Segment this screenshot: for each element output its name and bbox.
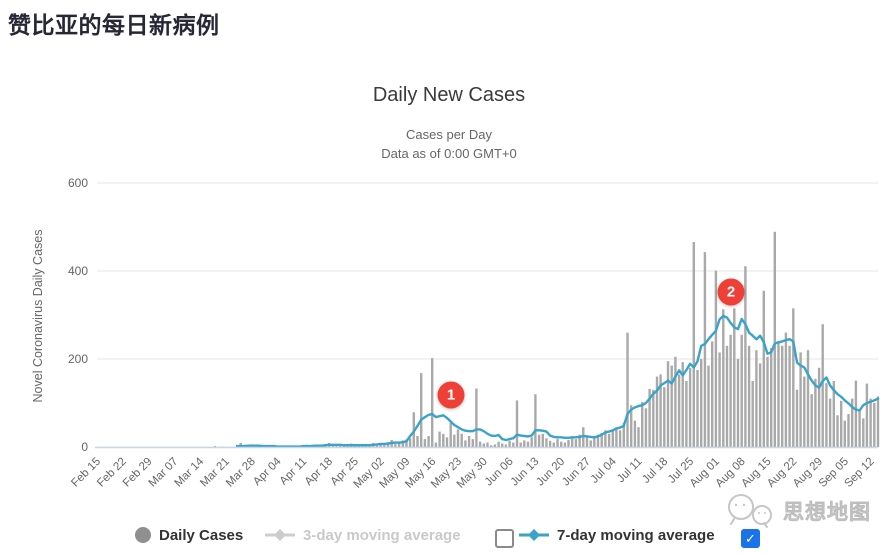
svg-text:200: 200	[68, 352, 88, 366]
svg-text:Jul 18: Jul 18	[640, 456, 670, 486]
y-axis-tick-labels: 0 200 400 600	[68, 176, 88, 454]
chart-title: Daily New Cases	[372, 84, 526, 106]
page-title: 赞比亚的每日新病例	[8, 12, 220, 38]
daily-cases-marker-icon	[135, 527, 151, 543]
svg-text:600: 600	[68, 176, 88, 190]
watermark: 思想地图	[724, 492, 871, 530]
3day-average-marker-icon	[265, 529, 295, 541]
check-icon: ✓	[745, 531, 756, 546]
annotation-marker-2: 2	[717, 278, 745, 306]
legend-item-daily-cases[interactable]: Daily Cases	[135, 524, 243, 546]
legend-item-7day-average[interactable]: 7-day moving average	[519, 524, 715, 546]
svg-text:Apr 04: Apr 04	[251, 455, 284, 488]
watermark-text: 思想地图	[783, 501, 871, 525]
svg-text:Jul 04: Jul 04	[589, 455, 620, 486]
svg-text:Apr 18: Apr 18	[303, 456, 335, 488]
svg-text:Jun 27: Jun 27	[560, 456, 593, 489]
3day-average-checkbox[interactable]: ✓	[495, 529, 514, 548]
legend-label-3day-average: 3-day moving average	[303, 526, 461, 544]
thought-map-logo-icon	[728, 494, 772, 528]
svg-text:Mar 28: Mar 28	[224, 456, 258, 490]
7day-moving-average-line	[235, 314, 880, 448]
7day-average-marker-icon	[519, 529, 549, 541]
svg-text:Jul 11: Jul 11	[615, 456, 645, 486]
svg-text:400: 400	[68, 264, 88, 278]
svg-text:0: 0	[81, 440, 88, 454]
legend-label-daily-cases: Daily Cases	[159, 526, 244, 544]
chart-subtitle-data-as-of: Data as of 0:00 GMT+0	[381, 146, 517, 161]
chart-subtitle-cases-per-day: Cases per Day	[406, 127, 492, 142]
annotation-marker-1: 1	[437, 381, 465, 409]
legend-item-3day-average[interactable]: 3-day moving average	[265, 524, 461, 546]
daily-cases-bars[interactable]	[213, 231, 880, 447]
7day-average-checkbox[interactable]: ✓	[741, 529, 760, 548]
legend-label-7day-average: 7-day moving average	[557, 526, 715, 544]
